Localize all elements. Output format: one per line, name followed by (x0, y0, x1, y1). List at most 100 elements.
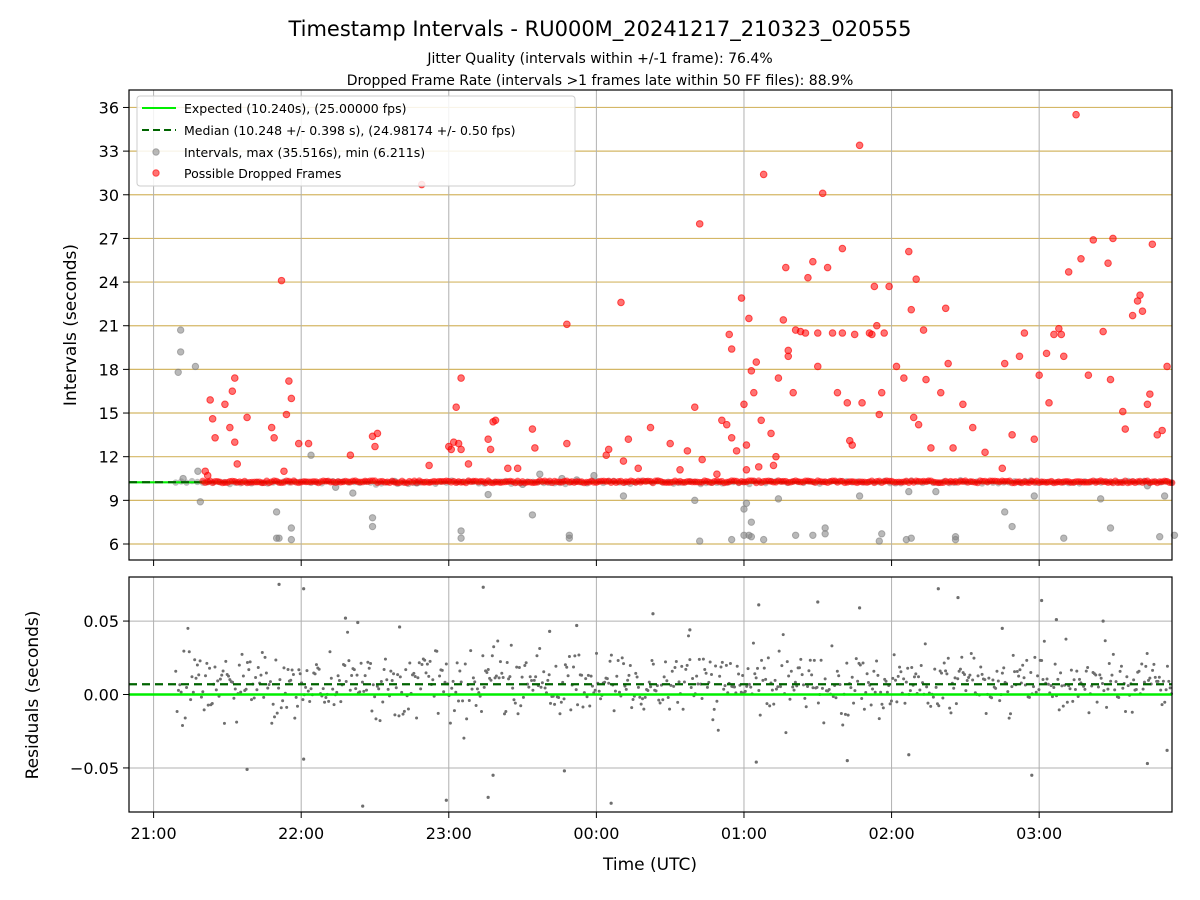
residual-point (774, 687, 778, 691)
dropped-frame-point (742, 441, 751, 449)
residual-point (250, 698, 254, 702)
residual-point (190, 675, 194, 679)
residual-point (613, 689, 617, 693)
residual-point (392, 672, 396, 676)
interval-point (272, 508, 281, 516)
residual-point (664, 660, 668, 664)
residual-point (381, 700, 385, 704)
residual-point (812, 658, 816, 662)
top-y-ticks: 6 9 12 15 18 21 24 27 30 33 36 (99, 98, 129, 554)
dropped-frame-point (457, 374, 465, 382)
dropped-frame-point (809, 257, 817, 266)
residual-point (382, 668, 386, 672)
residual-point (304, 685, 308, 689)
top-panel: 6 9 12 15 18 21 24 27 30 33 36 Intervals (seconds)… (61, 89, 1179, 566)
residual-point (1033, 655, 1037, 659)
residual-point (770, 688, 774, 692)
dropped-frame-point (484, 435, 492, 444)
residual-point (182, 649, 186, 653)
residual-point (599, 697, 603, 701)
residual-point (590, 684, 594, 688)
dropped-frame-point (1077, 254, 1085, 263)
residual-point (641, 697, 645, 701)
residual-point (810, 673, 814, 677)
residual-point (327, 699, 331, 703)
residual-point (733, 685, 737, 689)
residual-point (420, 662, 424, 666)
residual-point (803, 696, 807, 700)
dropped-frame-point (904, 247, 913, 256)
residual-point (396, 673, 400, 677)
dropped-frame-point (722, 420, 731, 429)
residual-point (1002, 666, 1006, 670)
residual-point (1144, 664, 1148, 668)
dropped-frame-point (843, 399, 852, 407)
top-y-tick-label: 30 (99, 186, 119, 205)
residual-point (719, 665, 723, 669)
residual-point (538, 647, 542, 651)
residual-point (904, 680, 908, 684)
residual-point (845, 661, 849, 665)
residual-point (471, 676, 475, 680)
residual-point (264, 671, 268, 675)
bottom-panel: −0.05 0.00 0.05 21:00 22:00 23:00 00:00 01:00 0… (23, 576, 1174, 875)
residual-point (440, 668, 444, 672)
residual-point (1034, 690, 1038, 694)
residual-point (872, 669, 876, 673)
residual-point (1118, 669, 1122, 673)
dropped-frame-point (267, 423, 276, 432)
dropped-frame-point (282, 410, 291, 419)
interval-point (1001, 508, 1009, 516)
dropped-frame-point (243, 413, 251, 422)
bottom-y-ticks: −0.05 0.00 0.05 (70, 612, 129, 778)
top-y-axis-label: Intervals (seconds) (61, 244, 81, 406)
residual-point (705, 685, 709, 689)
residual-point (1071, 699, 1075, 703)
dropped-frame-point (1045, 399, 1053, 407)
residual-point (1049, 684, 1053, 688)
dropped-frame-point (1072, 110, 1080, 119)
residual-point (546, 678, 550, 682)
residual-point (903, 701, 907, 705)
residual-point (347, 659, 351, 663)
residual-point (772, 702, 776, 706)
top-y-tick-label: 9 (109, 491, 119, 510)
dropped-frame-point (513, 464, 522, 473)
residual-point (383, 657, 387, 661)
residual-point (661, 698, 665, 702)
residual-point (892, 653, 896, 657)
residual-point (593, 688, 597, 692)
residual-point (865, 672, 869, 676)
legend-dropped-label: Possible Dropped Frames (184, 166, 341, 181)
residual-point (1083, 687, 1087, 691)
residual-point (773, 678, 777, 682)
residual-point (806, 685, 810, 689)
interval-point (907, 534, 915, 542)
residual-point (218, 677, 222, 681)
residual-point (554, 664, 558, 668)
residual-point (206, 703, 210, 707)
interval-point (791, 531, 800, 539)
residual-point (700, 696, 704, 700)
dropped-frame-point (617, 298, 625, 307)
interval-point (774, 495, 783, 503)
residual-point (797, 666, 801, 670)
residual-point (1124, 710, 1128, 714)
residual-point (696, 682, 700, 686)
residual-point (793, 680, 797, 684)
residual-point (314, 663, 318, 667)
dropped-frame-point (713, 470, 721, 478)
x-axis-label: Time (UTC) (602, 855, 697, 875)
dropped-frame-point (270, 433, 278, 442)
residual-point (820, 686, 824, 690)
residual-point (647, 680, 651, 684)
residual-point (1148, 676, 1152, 680)
residual-point (715, 699, 719, 703)
residual-point (684, 667, 688, 671)
residual-point (348, 688, 352, 692)
residual-point (963, 673, 967, 677)
dropped-frame-point (698, 455, 706, 464)
interval-point (176, 348, 185, 356)
residual-point (485, 671, 489, 675)
residual-point (965, 678, 969, 682)
